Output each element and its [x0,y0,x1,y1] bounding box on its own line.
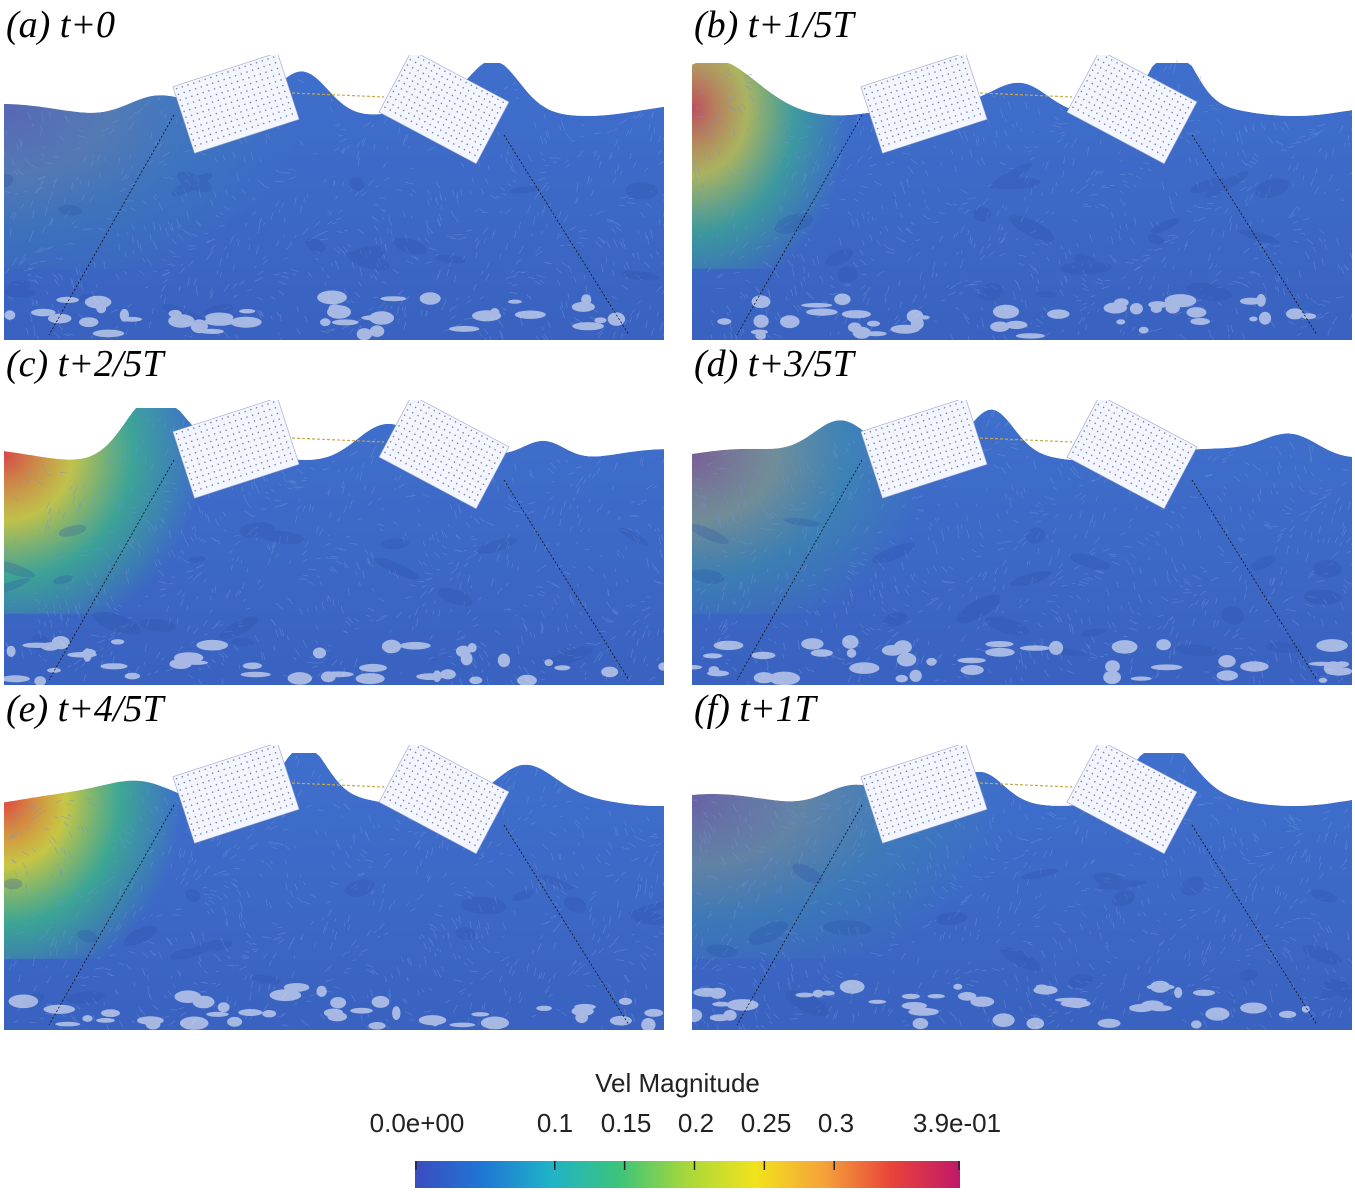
floating-body [378,745,510,855]
panel-label-e: (e) t+4/5T [6,688,164,730]
vortex-patches [773,162,1290,301]
connector [979,437,1073,443]
bottom-turbulence [4,636,664,685]
mooring-line [1191,134,1318,336]
connector [291,437,385,443]
velocity-field-a [4,55,664,340]
velocity-field-panel-f [692,745,1352,1030]
velocity-field-e [4,745,664,1030]
connector [291,92,385,98]
floating-body [378,55,510,165]
colorbar [415,1161,960,1188]
colorbar-title: Vel Magnitude [595,1068,760,1098]
mooring-line [503,134,630,336]
colorbar-max-label: 3.9e-01 [912,1108,1002,1138]
velocity-field-panel-d [692,400,1352,685]
colorbar-tick-label: 0.3 [817,1108,855,1138]
bottom-turbulence [692,979,1310,1030]
floating-body [172,55,300,154]
air-region [692,55,1352,116]
colorbar-tick-label: 0.15 [600,1108,652,1138]
floating-body [172,745,300,844]
air-region [4,55,664,116]
velocity-field-c [4,400,664,685]
mooring-line [1191,824,1318,1026]
velocity-field-b [692,55,1352,340]
colorbar-gradient [415,1161,960,1188]
velocity-field-d [692,400,1352,685]
bottom-turbulence [717,293,1317,340]
vortex-patches [4,875,664,1007]
air-region [4,745,664,806]
panel-label-f: (f) t+1T [694,688,816,730]
velocity-vectors [693,59,1352,340]
floating-body [1066,400,1198,510]
velocity-field-panel-c [4,400,664,685]
floating-body [378,400,510,510]
connector [291,782,385,788]
velocity-field-f [692,745,1352,1030]
panel-label-d: (d) t+3/5T [694,343,854,385]
floating-body [860,745,988,844]
colorbar-tick-label: 0.2 [677,1108,715,1138]
floating-body [860,400,988,499]
vortex-patches [692,517,1342,657]
floating-body [860,55,988,154]
velocity-field-panel-b [692,55,1352,340]
velocity-field-panel-e [4,745,664,1030]
panel-label-b: (b) t+1/5T [694,4,854,46]
vortex-patches [4,522,649,668]
bottom-turbulence [8,983,664,1030]
panel-label-a: (a) t+0 [6,4,116,46]
bottom-turbulence [4,290,626,340]
mooring-line [503,479,630,681]
colorbar-tick-label: 0.25 [740,1108,792,1138]
colorbar-min-label: 0.0e+00 [369,1108,465,1138]
bottom-turbulence [692,635,1352,685]
colorbar-tick-label: 0.1 [536,1108,574,1138]
floating-body [1066,745,1198,855]
floating-body [1066,55,1198,165]
air-region [692,745,1352,806]
connector [979,92,1073,98]
panel-label-c: (c) t+2/5T [6,343,164,385]
mooring-line [503,824,630,1026]
floating-body [172,400,300,499]
velocity-vectors [5,417,664,685]
velocity-field-panel-a [4,55,664,340]
vortex-patches [4,171,661,325]
mooring-line [1191,479,1318,681]
vortex-patches [706,863,1352,1017]
connector [979,782,1073,788]
